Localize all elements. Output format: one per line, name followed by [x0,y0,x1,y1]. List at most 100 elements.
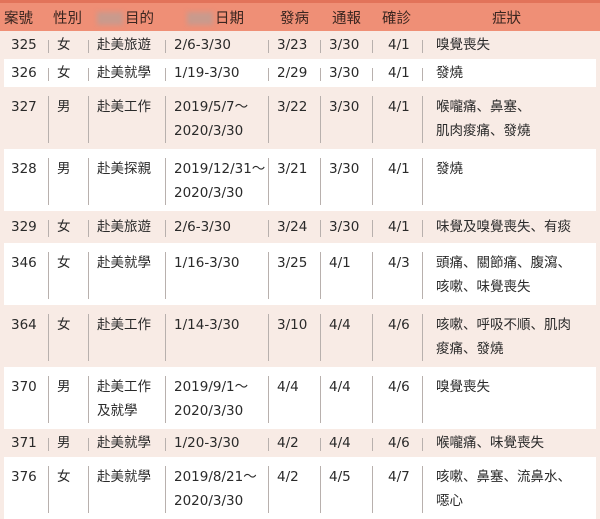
cell-sex: 女 [48,457,88,519]
cell-dates-line: 1/19-3/30 [174,65,240,81]
table-row: 376 女赴美就學 2019/8/21～ 2020/3/30 4/2 4/5 4/7 咳嗽、鼻… [0,457,600,519]
cell-symptoms-line: 發燒 [436,161,463,177]
cell-reported: 3/30 [320,211,372,243]
cell-dates-line: 2020/3/30 [174,493,244,509]
cell-sex: 男 [48,367,88,429]
cell-confirmed: 4/1 [372,59,422,87]
cell-symptoms: 咳嗽、鼻塞、流鼻水、 噁心 [422,457,600,519]
cell-purpose: 赴美工作 [88,305,165,367]
cell-dates-line: 1/16-3/30 [174,255,240,271]
cell-reported: 3/30 [320,149,372,211]
case-table: 案號 性別 目的 日期 發病 通報 確診 症狀 325 女赴美旅遊 2/6-3/30… [0,3,600,519]
cell-dates: 2/6-3/30 [165,31,268,59]
cell-purpose-line: 赴美工作 [97,317,151,333]
table-row: 364 女赴美工作 1/14-3/30 3/10 4/4 4/6 咳嗽、呼吸不順、肌肉 痠痛、… [0,305,600,367]
cell-purpose-line: 赴美旅遊 [97,37,151,53]
top-border [0,0,600,3]
cell-purpose: 赴美就學 [88,243,165,305]
cell-dates-line: 2/6-3/30 [174,37,231,53]
cell-dates-line: 2/6-3/30 [174,219,231,235]
cell-sex: 女 [48,59,88,87]
cell-dates: 2/6-3/30 [165,211,268,243]
cell-symptoms: 發燒 [422,149,600,211]
cell-case: 329 [11,219,37,235]
cell-symptoms-line: 痠痛、發燒 [436,341,504,357]
cell-confirmed: 4/6 [372,305,422,367]
cell-onset: 3/10 [268,305,320,367]
cell-onset: 3/24 [268,211,320,243]
header-purpose: 目的 [88,3,165,31]
cell-symptoms-line: 嗅覺喪失 [436,379,490,395]
cell-purpose: 赴美工作 及就學 [88,367,165,429]
blurred-text [97,12,123,25]
cell-dates: 2019/8/21～ 2020/3/30 [165,457,268,519]
cell-purpose-line: 赴美工作 [97,379,151,395]
cell-confirmed: 4/1 [372,87,422,149]
cell-reported: 3/30 [320,59,372,87]
cell-confirmed: 4/7 [372,457,422,519]
cell-confirmed: 4/6 [372,367,422,429]
cell-dates: 2019/5/7～ 2020/3/30 [165,87,268,149]
header-case-no: 案號 [0,3,48,31]
cell-dates: 1/16-3/30 [165,243,268,305]
cell-dates: 1/20-3/30 [165,429,268,457]
cell-dates-line: 2020/3/30 [174,123,244,139]
cell-purpose: 赴美工作 [88,87,165,149]
cell-symptoms: 嗅覺喪失 [422,367,600,429]
cell-reported: 3/30 [320,87,372,149]
cell-purpose: 赴美就學 [88,59,165,87]
cell-dates: 1/14-3/30 [165,305,268,367]
cell-purpose-line: 赴美就學 [97,255,151,271]
cell-symptoms: 頭痛、關節痛、腹瀉、 咳嗽、味覺喪失 [422,243,600,305]
cell-confirmed: 4/3 [372,243,422,305]
cell-onset: 3/23 [268,31,320,59]
cell-onset: 4/2 [268,457,320,519]
cell-dates: 2019/9/1～ 2020/3/30 [165,367,268,429]
cell-sex: 男 [48,87,88,149]
cell-sex: 女 [48,211,88,243]
cell-case: 326 [0,59,48,87]
cell-sex: 女 [48,31,88,59]
cell-symptoms-line: 發燒 [436,65,463,81]
cell-onset: 4/2 [268,429,320,457]
table-row: 327 男赴美工作 2019/5/7～ 2020/3/30 3/22 3/30 4/1 喉嚨痛… [0,87,600,149]
cell-sex: 男 [48,429,88,457]
cell-purpose-line: 及就學 [97,403,138,419]
cell-symptoms-line: 咳嗽、呼吸不順、肌肉 [436,317,571,333]
cell-case: 364 [11,317,37,333]
cell-dates-line: 2019/9/1～ [174,379,249,395]
cell-reported: 4/5 [320,457,372,519]
cell-purpose: 赴美就學 [88,457,165,519]
cell-purpose-line: 赴美探親 [97,161,151,177]
cell-case: 376 [0,457,48,519]
cell-reported: 4/4 [320,305,372,367]
cell-purpose-line: 赴美就學 [97,435,151,451]
table-row: 328 男赴美探親 2019/12/31～ 2020/3/30 3/21 3/30 4/1 發… [0,149,600,211]
cell-symptoms: 味覺及嗅覺喪失、有痰 [422,211,600,243]
header-row: 案號 性別 目的 日期 發病 通報 確診 症狀 [0,3,600,31]
cell-reported: 3/30 [320,31,372,59]
cell-onset: 3/21 [268,149,320,211]
cell-dates-line: 1/20-3/30 [174,435,240,451]
header-dates-label: 日期 [215,10,244,27]
cell-purpose: 赴美旅遊 [88,31,165,59]
cell-symptoms-line: 嗅覺喪失 [436,37,490,53]
table-row: 370 男赴美工作 及就學 2019/9/1～ 2020/3/30 4/4 4/4 4/6 嗅覺… [0,367,600,429]
cell-onset: 3/25 [268,243,320,305]
cell-symptoms-line: 味覺及嗅覺喪失、有痰 [436,219,571,235]
cell-symptoms-line: 咳嗽、味覺喪失 [436,279,531,295]
cell-dates: 1/19-3/30 [165,59,268,87]
cell-onset: 4/4 [268,367,320,429]
cell-case: 328 [0,149,48,211]
cell-symptoms-line: 喉嚨痛、味覺喪失 [436,435,544,451]
header-reported: 通報 [320,3,372,31]
cell-symptoms-line: 喉嚨痛、鼻塞、 [436,99,531,115]
cell-dates-line: 2019/5/7～ [174,99,249,115]
cell-symptoms-line: 噁心 [436,493,463,509]
cell-reported: 4/1 [320,243,372,305]
cell-case: 346 [0,243,48,305]
table-row: 329 女赴美旅遊 2/6-3/30 3/24 3/30 4/1 味覺及嗅覺喪失、有痰 [0,211,600,243]
cell-confirmed: 4/1 [372,149,422,211]
header-symptoms: 症狀 [422,3,600,31]
cell-confirmed: 4/1 [372,211,422,243]
